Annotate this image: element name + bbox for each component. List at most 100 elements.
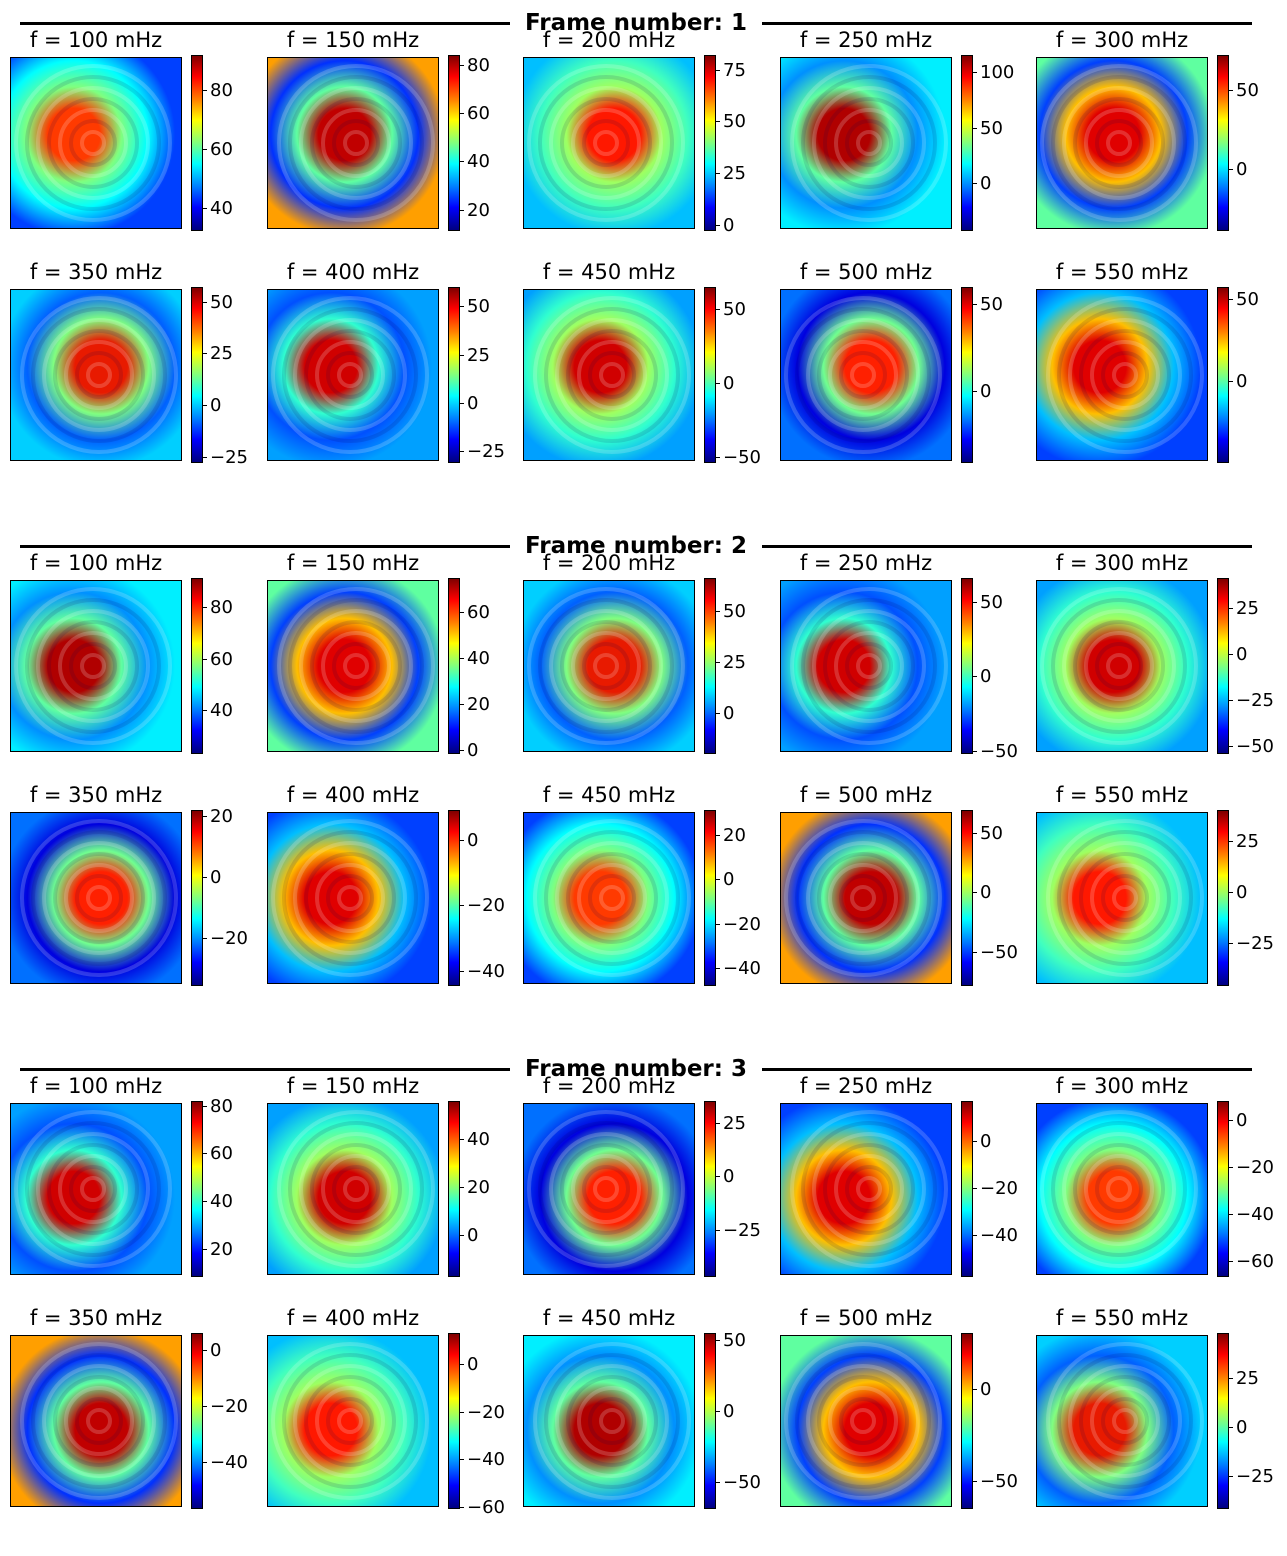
- frame-header: Frame number: 1: [20, 8, 1252, 38]
- ring-pattern: [36, 86, 150, 200]
- heatmap-image: [267, 1335, 439, 1507]
- ring-pattern: [577, 863, 647, 933]
- ring-pattern: [533, 819, 691, 977]
- colorbar-ticks: −50 −25 0 25: [1227, 578, 1287, 757]
- heatmap-svg: [1037, 581, 1207, 751]
- heatmap-field: [524, 290, 694, 460]
- ring-pattern: [282, 307, 418, 443]
- colorbar-tick-label: −40: [202, 1453, 248, 1473]
- colorbar-ticks: −25 0 25 50: [201, 287, 263, 467]
- heatmap-field: [524, 58, 694, 228]
- heatmap-field: [268, 1104, 438, 1274]
- ring-pattern: [315, 1386, 385, 1456]
- colorbar: [961, 578, 973, 754]
- ring-pattern: [1106, 1176, 1132, 1202]
- colorbar-tick-label: 25: [1228, 1369, 1259, 1389]
- ring-pattern: [69, 1165, 117, 1213]
- ring-pattern: [321, 108, 391, 178]
- ring-pattern: [566, 1375, 658, 1467]
- ring-pattern: [834, 108, 904, 178]
- colorbar-tick-label: 25: [1228, 831, 1259, 852]
- heatmap-image: [780, 1335, 952, 1507]
- ring-pattern: [310, 620, 402, 712]
- colorbar-tick-label: 0: [458, 394, 478, 414]
- colorbar-tick-label: −20: [1228, 1157, 1274, 1178]
- ring-pattern: [337, 1408, 363, 1434]
- colorbar-tick-label: 25: [715, 1113, 746, 1134]
- ring-pattern: [538, 598, 674, 734]
- heatmap-field: [781, 813, 951, 983]
- ring-pattern: [310, 1143, 402, 1235]
- heatmap-svg: [1037, 58, 1207, 228]
- heatmap-svg: [524, 581, 694, 751]
- panel-title: f = 450 mHz: [542, 1306, 676, 1330]
- ring-pattern: [577, 340, 647, 410]
- ring-pattern: [795, 307, 931, 443]
- colorbar-tick-label: −50: [715, 1472, 761, 1493]
- ring-pattern: [1084, 1154, 1154, 1224]
- ring-pattern: [817, 329, 909, 421]
- heatmap-field: [11, 581, 181, 751]
- ring-pattern: [1106, 130, 1132, 156]
- ring-pattern: [571, 631, 641, 701]
- panel-title: f = 300 mHz: [1055, 28, 1189, 52]
- colorbar-tick-label: 0: [714, 1401, 734, 1422]
- colorbar-tick-label: −40: [715, 959, 761, 979]
- colorbar: [191, 578, 203, 754]
- ring-pattern: [277, 64, 435, 222]
- ring-pattern: [823, 1143, 915, 1235]
- heatmap-svg: [781, 290, 951, 460]
- ring-pattern: [42, 1364, 156, 1478]
- panel-title: f = 550 mHz: [1055, 783, 1189, 807]
- ring-pattern: [850, 1408, 876, 1434]
- ring-pattern: [53, 329, 145, 421]
- colorbar-tick-label: 0: [714, 215, 734, 236]
- frame-title: Frame number: 2: [518, 533, 753, 559]
- ring-pattern: [1101, 351, 1149, 399]
- ring-pattern: [538, 1121, 674, 1257]
- colorbar-tick-label: 20: [459, 200, 490, 221]
- ring-pattern: [304, 1375, 396, 1467]
- ring-pattern: [42, 318, 156, 432]
- ring-pattern: [271, 819, 429, 977]
- ring-pattern: [299, 1132, 413, 1246]
- heatmap-field: [781, 1104, 951, 1274]
- colorbar-tick-label: 0: [458, 830, 478, 851]
- ring-pattern: [53, 852, 145, 944]
- heatmap-panel: f = 400 mHz −25 0 25 50: [267, 259, 517, 469]
- colorbar-tick-label: −40: [972, 1226, 1018, 1246]
- ring-pattern: [1057, 830, 1193, 966]
- colorbar: [191, 810, 203, 986]
- heatmap-image: [1036, 1335, 1208, 1507]
- heatmap-image: [10, 57, 182, 229]
- ring-pattern: [1062, 86, 1176, 200]
- heatmap-svg: [524, 1336, 694, 1506]
- ring-pattern: [31, 1353, 167, 1489]
- colorbar-tick-label: −20: [459, 1402, 505, 1423]
- heatmap-panel: f = 200 mHz 0 25 50 75: [523, 27, 773, 237]
- ring-pattern: [75, 874, 123, 922]
- colorbar-ticks: 0 25 50: [714, 578, 776, 754]
- colorbar-tick-label: 40: [202, 1192, 233, 1212]
- colorbar-tick-label: 60: [459, 104, 490, 124]
- heatmap-field: [781, 581, 951, 751]
- colorbar-tick-label: −20: [202, 1397, 248, 1417]
- colorbar-ticks: 0 25 50 75: [714, 55, 776, 235]
- colorbar: [1217, 1101, 1229, 1277]
- colorbar-tick-label: −25: [202, 447, 248, 468]
- heatmap-panel: f = 450 mHz −50 0 50: [523, 1305, 773, 1515]
- ring-pattern: [839, 874, 887, 922]
- panel-title: f = 200 mHz: [542, 1074, 676, 1098]
- colorbar-tick-label: −60: [459, 1498, 505, 1518]
- ring-pattern: [86, 1408, 112, 1434]
- panel-title: f = 400 mHz: [286, 260, 420, 284]
- panel-title: f = 450 mHz: [542, 783, 676, 807]
- panel-title: f = 350 mHz: [29, 783, 163, 807]
- ring-pattern: [80, 130, 106, 156]
- ring-pattern: [337, 362, 363, 388]
- ring-pattern: [1062, 609, 1176, 723]
- colorbar-tick-label: −60: [1228, 1251, 1274, 1272]
- heatmap-svg: [11, 1104, 181, 1274]
- colorbar-tick-label: 0: [201, 396, 221, 416]
